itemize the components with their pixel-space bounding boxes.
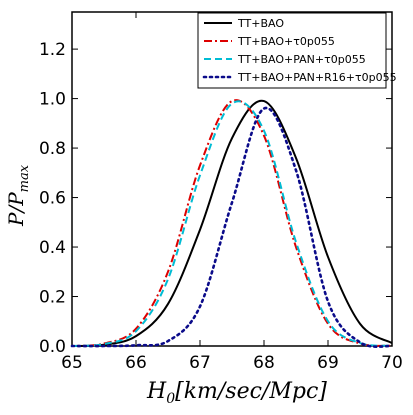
x-tick-label: 68 (253, 353, 275, 373)
x-tick-label: 70 (381, 353, 403, 373)
legend: TT+BAO TT+BAO+τ0p055 TT+BAO+PAN+τ0p055 TT+B… (197, 12, 397, 89)
y-axis-title: P/Pmax (4, 164, 32, 227)
series-line-1 (71, 99, 393, 347)
y-tick-label: 0.2 (39, 288, 66, 308)
y-axis-title-main: P/P (4, 192, 28, 227)
x-tick-label: 66 (125, 353, 147, 373)
y-tick-label: 1.2 (39, 40, 66, 60)
plot-frame (71, 11, 393, 347)
series-layer (70, 99, 394, 348)
y-tick-label: 0.8 (39, 139, 66, 159)
axis-ticks: 65 66 67 68 69 70 0.0 0.2 0.4 0.6 0.8 1.0 1.2 (39, 12, 403, 373)
y-tick-label: 0.0 (39, 337, 66, 357)
x-tick-label: 65 (61, 353, 83, 373)
x-tick-label: 67 (189, 353, 211, 373)
legend-label-3: TT+BAO+PAN+τ0p055 (237, 53, 366, 66)
legend-label-2: TT+BAO+τ0p055 (237, 35, 335, 48)
series-line-4 (70, 106, 394, 348)
x-tick-label: 69 (317, 353, 339, 373)
series-line-2 (71, 99, 393, 347)
x-axis-title-sub: 0 (166, 391, 175, 407)
legend-label-4: TT+BAO+PAN+R16+τ0p055 (237, 71, 397, 84)
x-axis-title-rest: [km/sec/Mpc] (175, 379, 327, 404)
y-tick-label: 1.0 (39, 90, 66, 110)
legend-label-1: TT+BAO (237, 17, 284, 30)
x-axis-title: H0[km/sec/Mpc] (146, 379, 327, 407)
y-axis-title-sub: max (17, 164, 32, 192)
x-axis-title-main: H (146, 379, 167, 404)
y-tick-label: 0.6 (39, 189, 66, 209)
legend-box (197, 12, 387, 89)
y-tick-label: 0.4 (39, 238, 66, 258)
